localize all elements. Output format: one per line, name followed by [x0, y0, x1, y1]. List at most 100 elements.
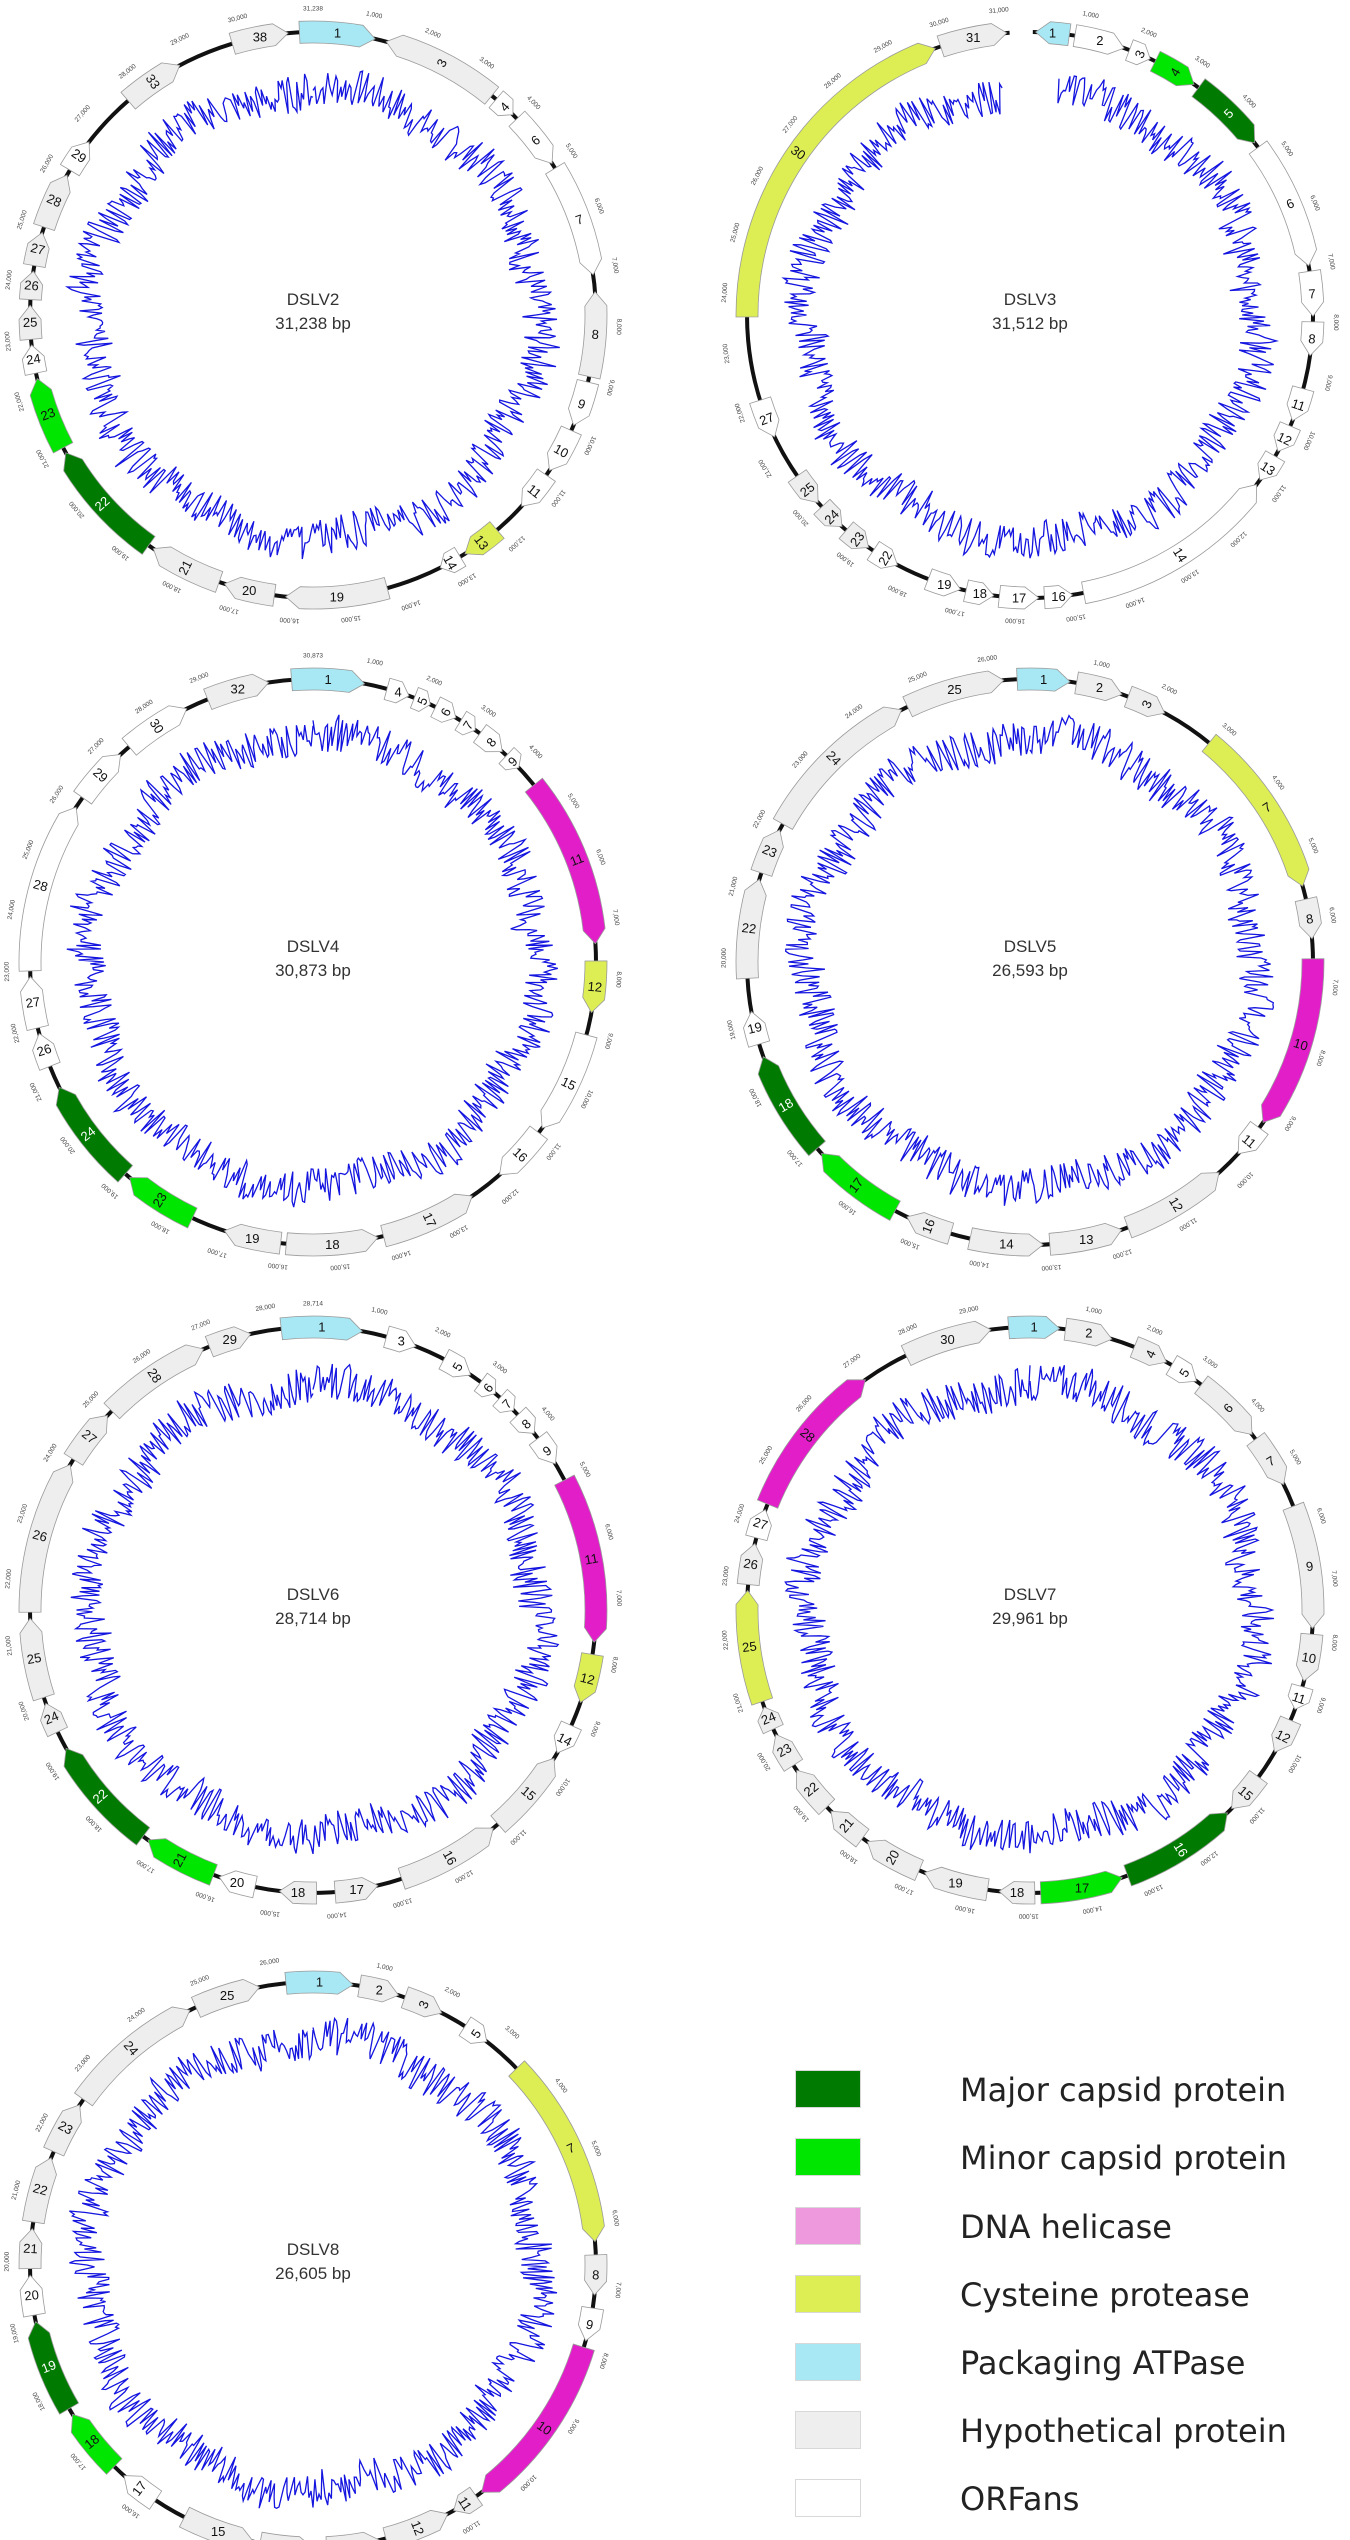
position-tick-label: 27,000 [87, 737, 106, 756]
gene-label: 10 [1292, 1035, 1310, 1054]
gene-arrow-hypo [1129, 1336, 1168, 1366]
position-tick-label: 24,000 [126, 2006, 147, 2023]
gene-arrow-orfan [492, 1388, 516, 1413]
gene-arrow-hypo [382, 2509, 449, 2540]
gene-label: 14 [440, 552, 460, 572]
gene-arrow-protease [508, 2060, 605, 2243]
gene-label: 28 [144, 1365, 165, 1385]
gene-label: 33 [143, 71, 164, 91]
gene-arrow-hypo [813, 498, 843, 527]
gene-label: 31 [966, 30, 980, 45]
gene-label: 29 [69, 145, 89, 166]
gene-label: 13 [346, 2538, 360, 2540]
position-tick-label: 28,714 [303, 1301, 323, 1308]
gene-label: 27 [25, 994, 41, 1011]
position-tick-label: 13,000 [456, 571, 477, 587]
gene-arrow-orfan [749, 396, 780, 438]
gene-label: 23 [774, 1740, 794, 1760]
position-tick-label: 2,000 [1160, 683, 1178, 697]
gene-label: 23 [56, 2118, 76, 2138]
gene-label: 20 [242, 583, 256, 598]
gene-arrow-hypo [18, 1464, 74, 1613]
gene-label: 1 [1040, 672, 1047, 687]
position-tick-label: 7,000 [610, 257, 620, 275]
gene-arrow-orfan [1257, 450, 1286, 481]
gene-arrow-hypo [772, 1733, 804, 1772]
position-tick-label: 2,000 [424, 27, 442, 40]
gene-label: 23 [149, 1190, 169, 1210]
gene-label: 10 [551, 441, 571, 461]
gene-arrow-orfan [1286, 385, 1315, 422]
position-tick-label: 29,000 [958, 1305, 979, 1316]
position-tick-label: 26,000 [132, 1348, 153, 1365]
genome-size: 28,714 bp [275, 1609, 351, 1628]
position-tick-label: 22,000 [10, 1022, 22, 1043]
position-tick-label: 6,000 [603, 1523, 614, 1541]
gene-arrow-hypo [152, 546, 224, 593]
position-tick-label: 24,000 [844, 703, 865, 720]
gene-arrow-orfan [430, 696, 457, 723]
gene-arrow-orfan [1287, 1683, 1314, 1710]
gene-label: 24 [25, 351, 42, 368]
gene-arrow-hypo [228, 23, 289, 55]
gene-label: 19 [39, 2357, 58, 2376]
gene-label: 30 [788, 142, 808, 163]
position-tick-label: 20,000 [721, 948, 728, 968]
position-tick-label: 1,000 [366, 657, 384, 667]
gene-arrow-orfan [553, 1720, 582, 1754]
gene-arrow-orfan [473, 1372, 497, 1398]
position-tick-label: 23,000 [722, 343, 731, 364]
gene-arrow-protease [582, 960, 608, 1014]
position-tick-label: 21,000 [11, 2179, 23, 2200]
gene-label: 12 [579, 1670, 597, 1688]
position-tick-label: 28,000 [255, 1303, 276, 1313]
gene-label: 2 [1096, 680, 1103, 695]
gene-arrow-orfan [383, 1325, 417, 1353]
position-tick-label: 14,000 [969, 1258, 990, 1268]
position-tick-label: 12,000 [1228, 530, 1248, 549]
gene-label: 3 [398, 1334, 405, 1349]
gene-arrow-orfan [1248, 140, 1318, 267]
gene-arrow-hypo [902, 670, 1005, 718]
position-tick-label: 10,000 [1235, 1170, 1254, 1189]
position-tick-label: 5,000 [1279, 140, 1294, 158]
gene-arrow-orfan [472, 724, 503, 753]
legend-label-minor-capsid: Minor capsid protein [960, 2139, 1287, 2177]
position-tick-label: 20,000 [18, 1700, 31, 1721]
position-tick-label: 6,000 [1308, 194, 1321, 212]
position-tick-label: 5,000 [578, 1461, 592, 1479]
gene-arrow-orfan [545, 162, 602, 276]
position-tick-label: 8,000 [614, 971, 622, 988]
position-tick-label: 13,000 [1041, 1263, 1062, 1271]
position-tick-label: 17,000 [218, 603, 239, 615]
gene-arrow-orfan [577, 2306, 605, 2342]
legend-item-orfans: ORFans [795, 2479, 1335, 2523]
gene-label: 28 [45, 191, 64, 211]
gene-arrow-mcp [55, 1086, 134, 1183]
gene-arrow-hypo [998, 1881, 1036, 1905]
genome-name: DSLV3 [1004, 290, 1057, 309]
gene-arrow-hypo [357, 1974, 400, 2003]
gene-arrow-hypo [204, 1326, 252, 1358]
position-tick-label: 9,000 [588, 1720, 601, 1738]
position-tick-label: 10,000 [579, 1088, 594, 1109]
position-tick-label: 17,000 [944, 605, 965, 617]
gene-arrow-hypo [74, 2006, 191, 2107]
gene-label: 11 [1290, 1689, 1307, 1707]
position-tick-label: 7,000 [1331, 979, 1339, 996]
genome-name: DSLV4 [287, 937, 340, 956]
position-tick-label: 4,000 [1249, 1397, 1265, 1414]
gene-label: 27 [29, 240, 47, 258]
position-tick-label: 11,000 [549, 488, 566, 508]
gene-label: 8 [591, 327, 599, 342]
legend-swatch-cysteine-protease [795, 2275, 861, 2313]
position-tick-label: 11,000 [544, 1142, 562, 1162]
gene-arrow-atpase [284, 1970, 354, 1995]
gene-arrow-hypo [380, 1193, 473, 1248]
gene-label: 20 [230, 1875, 244, 1890]
position-tick-label: 22,000 [4, 1568, 13, 1589]
gene-label: 23 [760, 841, 779, 860]
position-tick-label: 25,000 [729, 222, 741, 243]
gene-arrow-minor [29, 378, 74, 454]
gene-arrow-hypo [260, 2531, 305, 2540]
